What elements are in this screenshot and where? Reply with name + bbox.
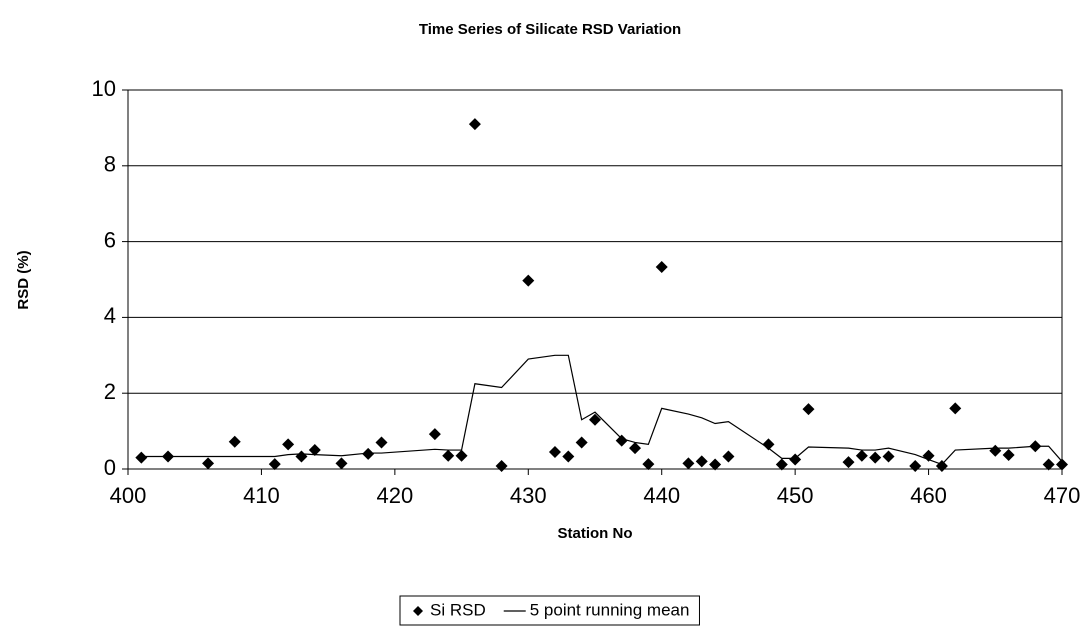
x-tick-label: 400	[110, 483, 147, 508]
marker	[722, 450, 735, 463]
x-tick-label: 440	[643, 483, 680, 508]
marker	[989, 444, 1002, 457]
y-tick-label: 10	[92, 76, 116, 101]
marker	[949, 402, 962, 415]
y-tick-label: 0	[104, 455, 116, 480]
marker	[562, 450, 575, 463]
marker	[202, 457, 215, 470]
marker	[909, 459, 922, 472]
x-tick-label: 450	[777, 483, 814, 508]
marker	[468, 118, 481, 131]
marker	[268, 458, 281, 471]
plot-frame	[127, 89, 1063, 470]
marker	[935, 459, 948, 472]
legend-marker	[413, 606, 423, 616]
marker	[375, 436, 388, 449]
marker	[455, 449, 468, 462]
marker	[428, 428, 441, 441]
marker	[362, 447, 375, 460]
legend-label: Si RSD	[430, 600, 486, 619]
x-tick-label: 470	[1044, 483, 1081, 508]
marker	[842, 456, 855, 469]
marker	[135, 451, 148, 464]
x-axis-label: Station No	[558, 525, 633, 542]
marker	[869, 451, 882, 464]
marker	[882, 450, 895, 463]
y-tick-label: 4	[104, 303, 116, 328]
marker	[655, 260, 668, 273]
marker	[589, 413, 601, 426]
y-axis-label: RSD (%)	[15, 250, 32, 309]
marker	[855, 449, 868, 462]
y-tick-label: 8	[104, 152, 116, 177]
x-tick-label: 430	[510, 483, 547, 508]
marker	[762, 438, 775, 451]
marker	[308, 444, 321, 457]
marker	[575, 436, 588, 449]
chart-title: Time Series of Silicate RSD Variation	[419, 21, 681, 38]
marker	[682, 457, 695, 470]
marker	[709, 458, 722, 471]
line	[141, 354, 1063, 466]
marker	[615, 434, 628, 447]
marker	[548, 445, 561, 458]
marker	[228, 435, 241, 448]
marker	[1042, 458, 1055, 471]
marker	[802, 403, 815, 416]
marker	[1002, 448, 1015, 461]
marker	[1056, 458, 1068, 471]
marker	[282, 438, 295, 451]
y-tick-label: 6	[104, 227, 116, 252]
marker	[495, 459, 508, 472]
marker	[295, 450, 308, 463]
x-tick-label: 460	[910, 483, 947, 508]
marker	[442, 449, 455, 462]
x-tick-label: 410	[243, 483, 280, 508]
y-tick-label: 2	[104, 379, 116, 404]
legend-box	[399, 595, 700, 626]
legend-label: 5 point running mean	[530, 600, 690, 619]
marker	[629, 442, 642, 455]
marker	[522, 274, 535, 287]
marker	[642, 458, 655, 471]
marker	[335, 457, 348, 470]
x-tick-label: 420	[376, 483, 413, 508]
marker	[695, 455, 708, 468]
marker	[775, 458, 788, 471]
